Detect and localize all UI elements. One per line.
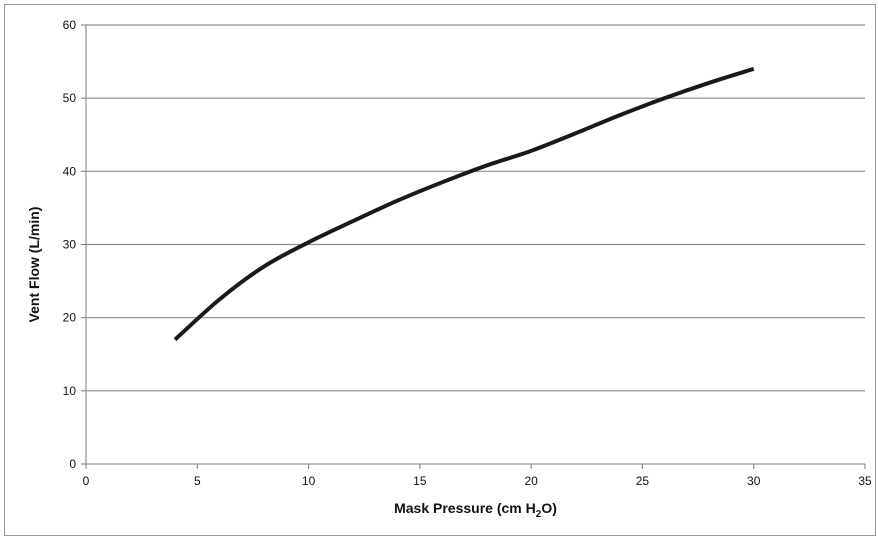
x-tick-label: 10 [302, 474, 316, 488]
y-tick-label: 50 [63, 91, 77, 105]
y-tick-label: 30 [63, 238, 77, 252]
line-chart: 0 10 20 30 40 50 60 0 5 10 15 20 25 30 35 Mask Pressur… [26, 18, 872, 520]
x-tick-label: 35 [858, 474, 872, 488]
axes [81, 24, 866, 469]
y-tick-label: 40 [63, 164, 77, 178]
x-axis-title: Mask Pressure (cm H2O) [394, 500, 557, 520]
gridlines [86, 24, 865, 392]
y-axis-title: Vent Flow (L/min) [26, 207, 42, 323]
x-tick-label: 25 [636, 474, 650, 488]
y-tick-label: 0 [69, 457, 76, 471]
x-tick-label: 15 [413, 474, 427, 488]
y-tick-label: 20 [63, 311, 77, 325]
x-tick-label: 30 [747, 474, 761, 488]
y-tick-label: 10 [63, 384, 77, 398]
series-layer [173, 66, 755, 342]
x-tick-label: 5 [194, 474, 201, 488]
x-tick-label: 20 [524, 474, 538, 488]
series-line-0 [173, 66, 755, 342]
chart-frame: 0 10 20 30 40 50 60 0 5 10 15 20 25 30 35 Mask Pressur… [4, 4, 876, 536]
x-tick-label: 0 [83, 474, 90, 488]
y-tick-label: 60 [63, 18, 77, 32]
tick-labels: 0 10 20 30 40 50 60 0 5 10 15 20 25 30 35 [63, 18, 872, 488]
